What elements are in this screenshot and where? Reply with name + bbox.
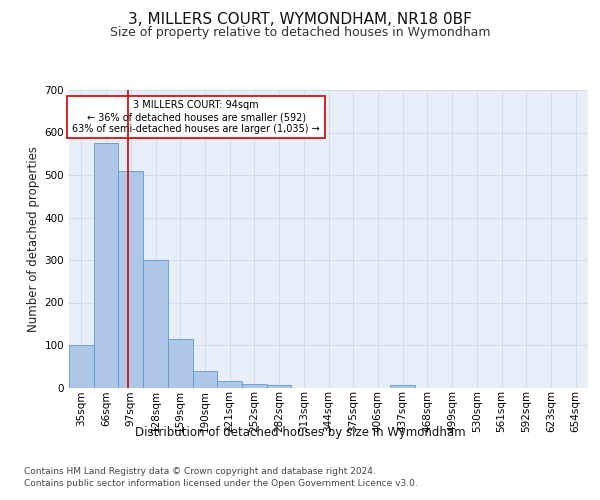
Text: Distribution of detached houses by size in Wymondham: Distribution of detached houses by size … bbox=[134, 426, 466, 439]
Bar bbox=[242, 384, 267, 388]
Bar bbox=[168, 338, 193, 388]
Bar bbox=[267, 385, 292, 388]
Text: Contains HM Land Registry data © Crown copyright and database right 2024.: Contains HM Land Registry data © Crown c… bbox=[24, 468, 376, 476]
Bar bbox=[193, 372, 217, 388]
Bar bbox=[94, 143, 118, 388]
Bar bbox=[143, 260, 168, 388]
Bar bbox=[69, 345, 94, 388]
Text: Size of property relative to detached houses in Wymondham: Size of property relative to detached ho… bbox=[110, 26, 490, 39]
Bar bbox=[118, 171, 143, 388]
Text: Contains public sector information licensed under the Open Government Licence v3: Contains public sector information licen… bbox=[24, 479, 418, 488]
Bar bbox=[217, 381, 242, 388]
Y-axis label: Number of detached properties: Number of detached properties bbox=[28, 146, 40, 332]
Text: 3, MILLERS COURT, WYMONDHAM, NR18 0BF: 3, MILLERS COURT, WYMONDHAM, NR18 0BF bbox=[128, 12, 472, 28]
Bar bbox=[390, 384, 415, 388]
Text: 3 MILLERS COURT: 94sqm
← 36% of detached houses are smaller (592)
63% of semi-de: 3 MILLERS COURT: 94sqm ← 36% of detached… bbox=[72, 100, 320, 134]
